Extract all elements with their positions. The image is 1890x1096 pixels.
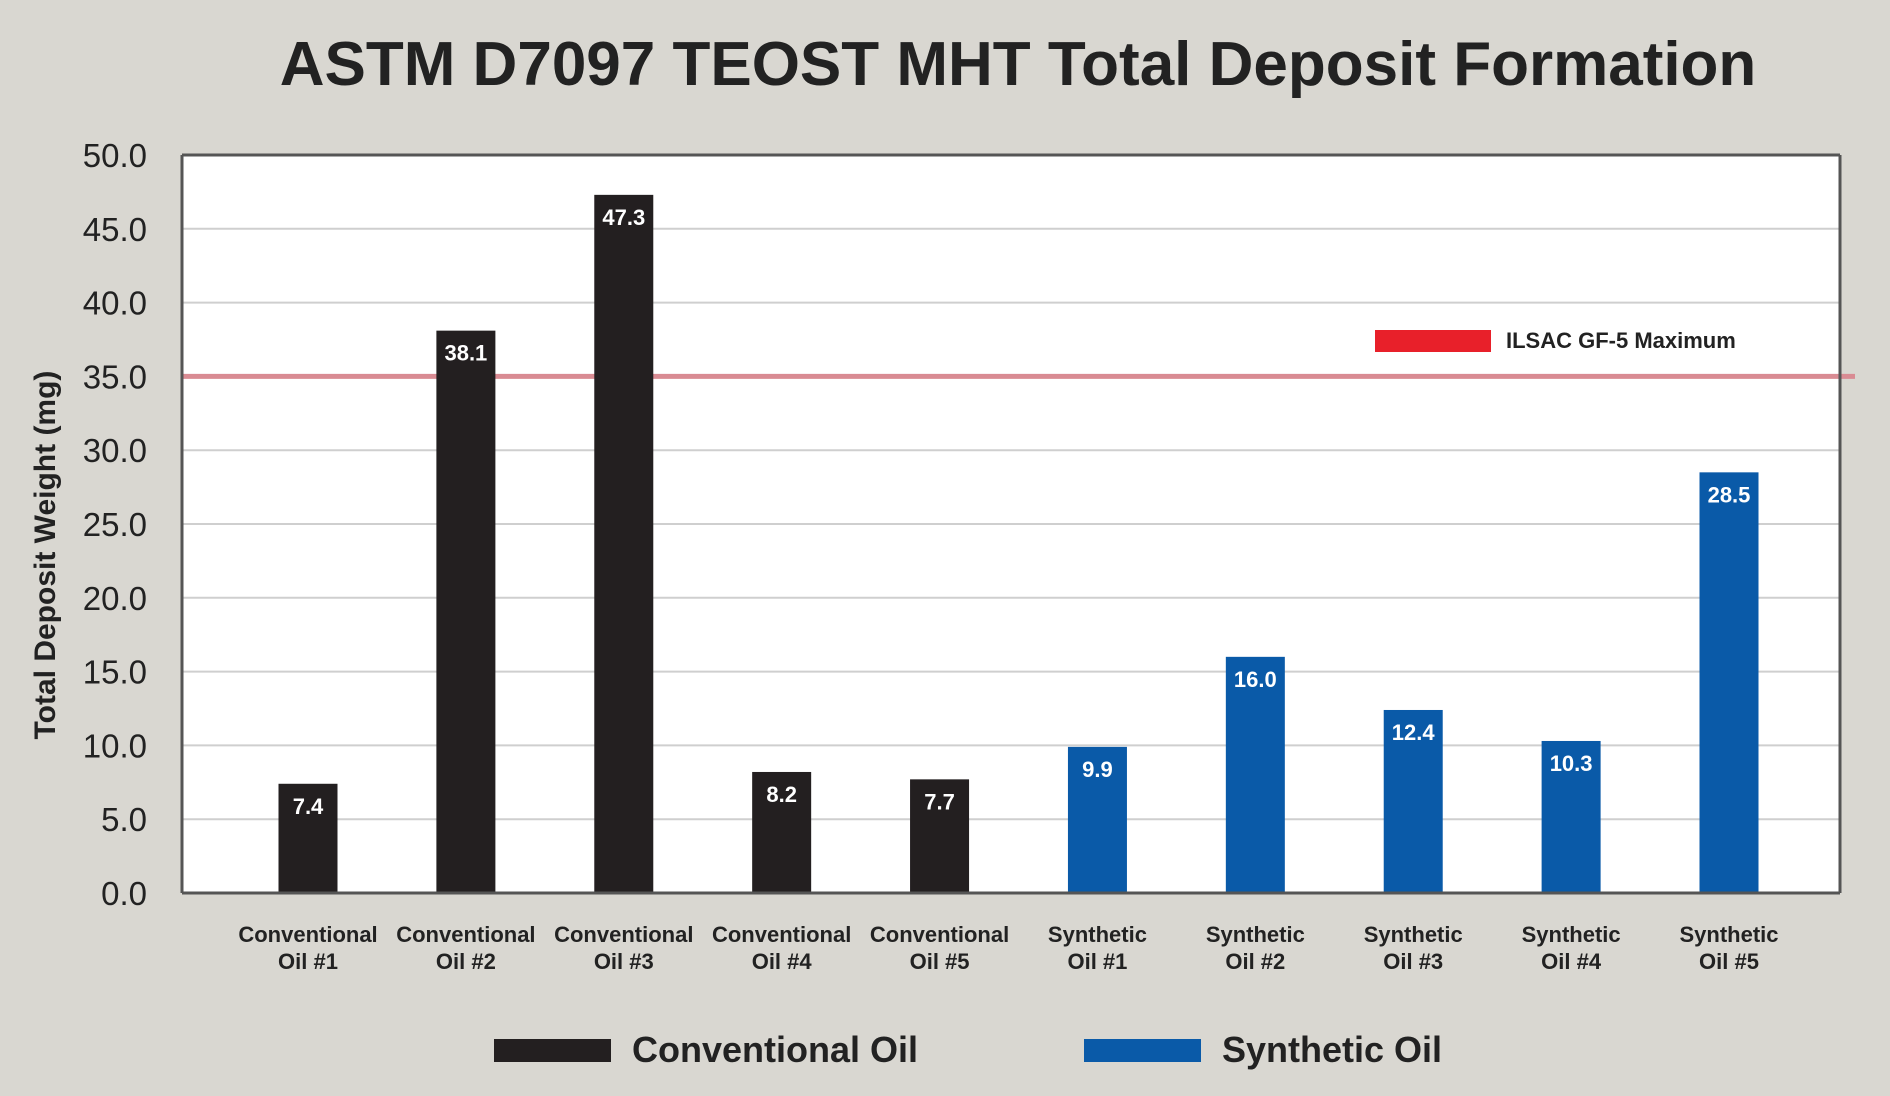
- x-tick-label-line: Oil #4: [752, 949, 813, 974]
- x-tick-label: Synthetic Oil #5: [1679, 922, 1778, 974]
- x-tick-label: Conventional Oil #5: [870, 922, 1009, 974]
- x-tick-label: Synthetic Oil #3: [1364, 922, 1463, 974]
- y-tick-label: 50.0: [83, 137, 147, 174]
- y-tick-label: 0.0: [101, 875, 147, 912]
- legend: Conventional Oil Synthetic Oil: [494, 1029, 1442, 1070]
- x-tick-label-line: Synthetic: [1206, 922, 1305, 947]
- x-tick-label-line: Conventional: [870, 922, 1009, 947]
- x-tick-label-line: Synthetic: [1048, 922, 1147, 947]
- x-tick-label: Conventional Oil #3: [554, 922, 693, 974]
- data-label: 47.3: [602, 205, 645, 230]
- legend-label: Conventional Oil: [632, 1029, 918, 1070]
- data-label: 9.9: [1082, 757, 1113, 782]
- data-labels: 7.4 38.1 47.3 8.2 7.7 9.9 16.0 12.4 10.3 28.5: [293, 205, 1751, 819]
- bar: [1699, 472, 1759, 893]
- y-tick-label: 5.0: [101, 801, 147, 838]
- legend-label: Synthetic Oil: [1222, 1029, 1442, 1070]
- y-tick-label: 25.0: [83, 506, 147, 543]
- x-tick-label-line: Synthetic: [1364, 922, 1463, 947]
- data-label: 7.4: [293, 794, 324, 819]
- y-axis-ticks: 0.0 5.0 10.0 15.0 20.0 25.0 30.0 35.0 40.0 45.0 50…: [83, 137, 147, 912]
- data-label: 12.4: [1392, 720, 1436, 745]
- data-label: 8.2: [766, 782, 797, 807]
- bars: [278, 194, 1759, 894]
- x-tick-label-line: Synthetic: [1679, 922, 1778, 947]
- bar: [1383, 709, 1443, 893]
- x-tick-label: Synthetic Oil #2: [1206, 922, 1305, 974]
- x-tick-label: Conventional Oil #2: [396, 922, 535, 974]
- x-tick-label-line: Oil #2: [436, 949, 496, 974]
- reference-line-label: ILSAC GF-5 Maximum: [1506, 328, 1736, 353]
- bar: [1067, 746, 1127, 893]
- reference-line-swatch: [1375, 330, 1491, 352]
- bar: [278, 783, 338, 893]
- x-tick-label: Synthetic Oil #1: [1048, 922, 1147, 974]
- x-tick-label-line: Oil #3: [594, 949, 654, 974]
- y-tick-label: 10.0: [83, 727, 147, 764]
- chart-title: ASTM D7097 TEOST MHT Total Deposit Forma…: [280, 30, 1757, 99]
- x-tick-label: Synthetic Oil #4: [1522, 922, 1621, 974]
- x-tick-label-line: Oil #5: [910, 949, 970, 974]
- y-tick-label: 20.0: [83, 580, 147, 617]
- x-tick-label-line: Conventional: [712, 922, 851, 947]
- data-label: 7.7: [924, 789, 955, 814]
- data-label: 28.5: [1708, 482, 1751, 507]
- x-tick-label-line: Oil #3: [1383, 949, 1443, 974]
- x-tick-label-line: Synthetic: [1522, 922, 1621, 947]
- y-tick-label: 15.0: [83, 654, 147, 691]
- x-tick-label: Conventional Oil #4: [712, 922, 851, 974]
- x-tick-label: Conventional Oil #1: [238, 922, 377, 974]
- y-tick-label: 35.0: [83, 358, 147, 395]
- x-tick-label-line: Conventional: [238, 922, 377, 947]
- y-tick-label: 45.0: [83, 211, 147, 248]
- y-tick-label: 30.0: [83, 432, 147, 469]
- legend-swatch: [1084, 1039, 1201, 1062]
- x-tick-label-line: Oil #2: [1225, 949, 1285, 974]
- x-tick-label-line: Conventional: [554, 922, 693, 947]
- x-tick-label-line: Conventional: [396, 922, 535, 947]
- bar: [910, 779, 970, 893]
- bar: [436, 330, 496, 893]
- x-tick-label-line: Oil #5: [1699, 949, 1759, 974]
- data-label: 38.1: [444, 341, 487, 366]
- y-tick-label: 40.0: [83, 285, 147, 322]
- x-tick-label-line: Oil #1: [1067, 949, 1127, 974]
- axes: [180, 153, 1842, 895]
- bar: [1541, 740, 1601, 893]
- bar: [594, 194, 654, 894]
- bar: [752, 771, 812, 893]
- legend-swatch: [494, 1039, 611, 1062]
- data-label: 10.3: [1550, 751, 1593, 776]
- bar: [1225, 656, 1285, 893]
- x-tick-label-line: Oil #1: [278, 949, 338, 974]
- x-tick-label-line: Oil #4: [1541, 949, 1602, 974]
- data-label: 16.0: [1234, 667, 1277, 692]
- y-axis-label: Total Deposit Weight (mg): [29, 371, 62, 740]
